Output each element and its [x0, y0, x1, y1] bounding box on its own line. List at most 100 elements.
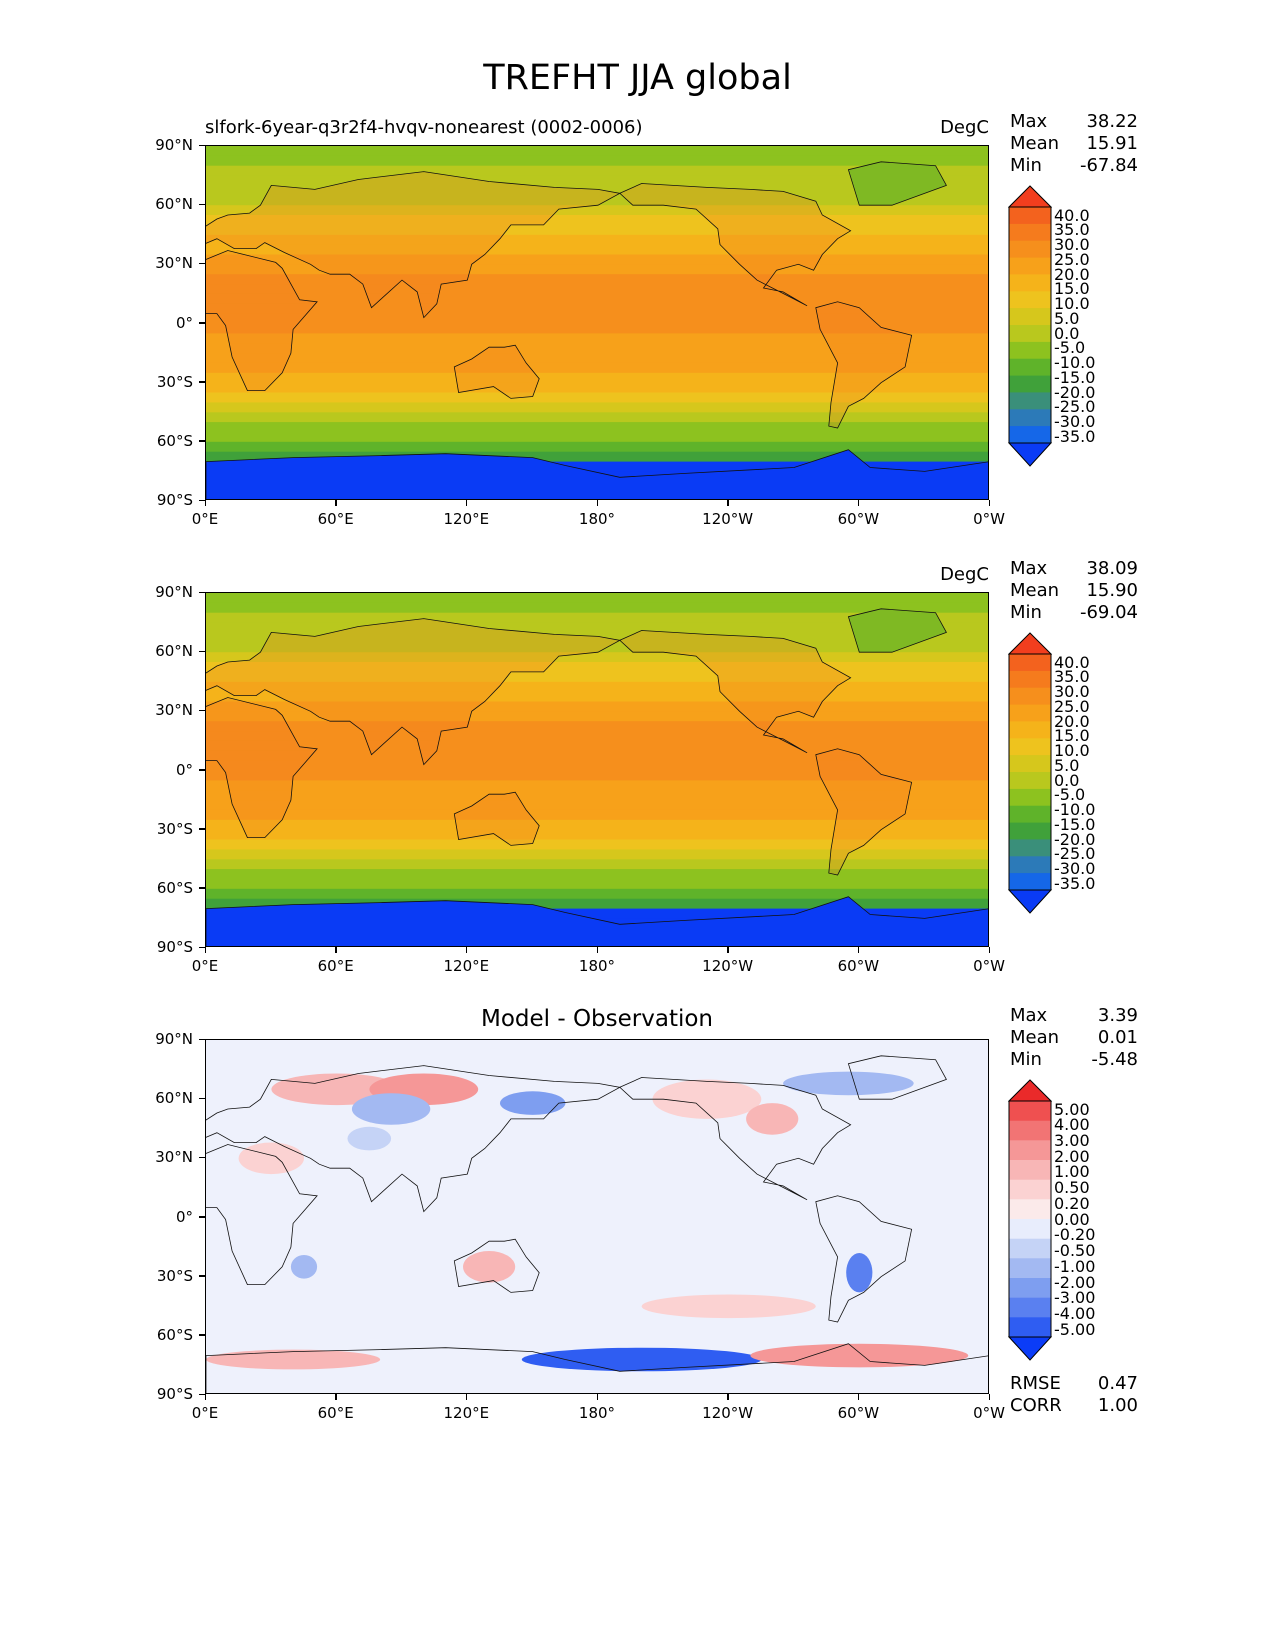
colorbar-segment	[1009, 223, 1051, 242]
field-band	[206, 731, 988, 742]
colorbar-segment	[1009, 1120, 1051, 1141]
stat-label: Min	[1010, 155, 1042, 176]
y-tick-label: 90°N	[155, 136, 193, 154]
x-tick-mark	[335, 500, 337, 506]
land-tint	[206, 618, 620, 765]
colorbar-segment	[1009, 772, 1051, 790]
field-band	[206, 205, 988, 216]
colorbar-segment	[1009, 670, 1051, 689]
field-band	[206, 622, 988, 634]
colorbar-label: -3.00	[1054, 1288, 1096, 1308]
stat-row: Mean 15.91	[1010, 133, 1138, 155]
x-tick-mark	[988, 1394, 990, 1400]
x-tick-mark	[204, 1394, 206, 1400]
colorbar-label: -1.00	[1054, 1256, 1096, 1276]
y-tick-mark	[199, 828, 205, 830]
x-tick-label: 120°E	[443, 510, 490, 528]
colorbar-segment	[1009, 341, 1051, 360]
stats-block: Max 3.39 Mean 0.01 Min -5.48	[1010, 1005, 1138, 1071]
y-tick-label: 90°S	[156, 491, 193, 509]
coastline-antarctica	[206, 449, 988, 499]
colorbar-label: 25.0	[1054, 249, 1090, 269]
colorbar-segment	[1009, 873, 1051, 891]
colorbar-label: 0.00	[1054, 1209, 1090, 1229]
field-band	[206, 293, 988, 305]
anomaly-patch	[351, 1093, 431, 1125]
field-band	[206, 333, 988, 344]
stats-block: Max 38.09 Mean 15.90 Min -69.04	[1010, 558, 1138, 624]
x-tick-mark	[465, 1394, 468, 1400]
y-tick-mark	[199, 887, 205, 889]
greenland-tint	[848, 608, 947, 653]
colorbar-max-arrow	[1008, 1079, 1052, 1102]
x-tick-label: 0°W	[973, 1404, 1005, 1422]
antarctica-fill	[206, 896, 988, 946]
field-band	[206, 264, 988, 275]
y-tick-mark	[199, 144, 205, 146]
colorbar-segment	[1009, 1258, 1051, 1279]
y-tick-label: 90°S	[156, 938, 193, 956]
colorbar-segment	[1009, 1101, 1051, 1122]
colorbar-label: -0.50	[1054, 1241, 1096, 1261]
figure-title: TREFHT JJA global	[483, 58, 792, 98]
colorbar-segment	[1009, 704, 1051, 722]
map-panel	[205, 145, 989, 500]
x-tick-label: 60°W	[837, 1404, 880, 1422]
x-tick-mark	[204, 500, 206, 506]
land-tint	[206, 171, 620, 318]
colorbar-segment	[1009, 755, 1051, 773]
stat-label: Mean	[1010, 133, 1060, 154]
anomaly-patch	[783, 1071, 914, 1096]
stat-value: -69.04	[1079, 602, 1138, 623]
field-band	[206, 888, 988, 900]
field-band	[206, 612, 988, 624]
field-band	[206, 593, 988, 604]
field-band	[206, 175, 988, 187]
colorbar-label: 2.00	[1054, 1146, 1090, 1166]
field-band	[206, 721, 988, 732]
x-tick-mark	[465, 947, 468, 953]
field-band	[206, 809, 988, 821]
stat-row: Min -5.48	[1010, 1049, 1138, 1071]
colorbar-segment	[1009, 325, 1051, 343]
y-tick-label: 0°	[175, 760, 193, 779]
colorbar-segment	[1009, 207, 1051, 225]
coastline-australia	[453, 1238, 540, 1293]
greenland-tint	[848, 161, 947, 206]
field-band	[206, 392, 988, 403]
stat-label: Mean	[1010, 580, 1060, 601]
x-tick-label: 60°E	[317, 1404, 354, 1422]
x-tick-label: 120°W	[702, 1404, 754, 1422]
map-field	[206, 146, 988, 499]
y-tick-label: 30°S	[156, 819, 193, 838]
stat-value: 15.90	[1086, 580, 1138, 601]
y-tick-label: 60°N	[155, 1089, 193, 1108]
colorbar-segment	[1009, 409, 1051, 427]
x-tick-label: 60°W	[837, 510, 880, 528]
colorbar-segment	[1009, 856, 1051, 874]
coastline-south_america	[815, 748, 913, 876]
y-tick-mark	[199, 203, 205, 206]
x-tick-mark	[857, 1394, 860, 1400]
colorbar-segment	[1009, 274, 1051, 292]
colorbar-label: 15.0	[1054, 726, 1090, 746]
stat-row: RMSE 0.47	[1010, 1373, 1138, 1395]
colorbar-max-arrow	[1008, 185, 1052, 208]
stats-block: Max 38.22 Mean 15.91 Min -67.84	[1010, 111, 1138, 177]
land-tint	[206, 250, 318, 391]
colorbar-frame	[1008, 206, 1052, 444]
field-band	[206, 274, 988, 285]
x-tick-mark	[596, 500, 598, 506]
coastline-antarctica	[206, 1343, 988, 1393]
field-band	[206, 829, 988, 841]
coastline-north_america	[619, 1077, 852, 1201]
stat-label: Max	[1010, 1005, 1048, 1026]
colorbar-segment	[1009, 308, 1051, 326]
y-tick-label: 30°S	[156, 372, 193, 391]
field-band	[206, 165, 988, 177]
anomaly-patch	[746, 1103, 799, 1135]
stat-value: 3.39	[1097, 1005, 1138, 1026]
y-tick-mark	[199, 440, 205, 442]
x-tick-mark	[727, 500, 729, 506]
field-band	[206, 681, 988, 693]
